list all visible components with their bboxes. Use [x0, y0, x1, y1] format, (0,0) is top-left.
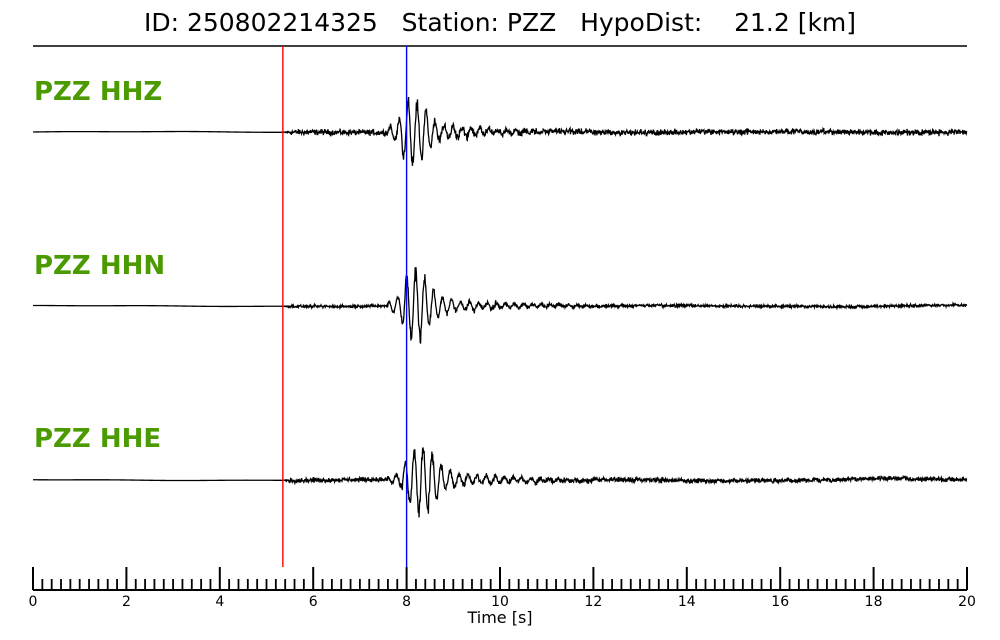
x-tick-label: 0	[29, 594, 38, 610]
phase-markers-group	[282, 46, 408, 567]
time-axis: 0 2 4 6 8 10 12 14 16 18 20 Time [s]	[29, 567, 976, 627]
x-tick-label: 16	[771, 594, 789, 610]
x-tick-label: 4	[215, 594, 224, 610]
x-tick-label: 8	[402, 594, 411, 610]
x-tick-label: 12	[584, 594, 602, 610]
x-tick-label: 2	[122, 594, 131, 610]
trace-label-pzz-hhz: PZZ HHZ	[34, 77, 162, 107]
trace-line-pzz-hhn	[33, 267, 968, 344]
trace-label-pzz-hhe: PZZ HHE	[34, 424, 161, 454]
x-tick-label: 20	[958, 594, 976, 610]
x-tick-label: 10	[491, 594, 509, 610]
x-tick-label: 6	[309, 594, 318, 610]
x-axis-label: Time [s]	[466, 608, 532, 627]
trace-label-pzz-hhn: PZZ HHN	[34, 251, 165, 281]
trace-line-pzz-hhz	[32, 96, 968, 166]
trace-line-pzz-hhe	[33, 447, 968, 518]
x-tick-label: 18	[865, 594, 883, 610]
chart-title: ID: 250802214325 Station: PZZ HypoDist: …	[143, 8, 857, 37]
traces-group: PZZ HHZ PZZ HHN PZZ HHE	[32, 77, 968, 518]
x-tick-label: 14	[678, 594, 696, 610]
